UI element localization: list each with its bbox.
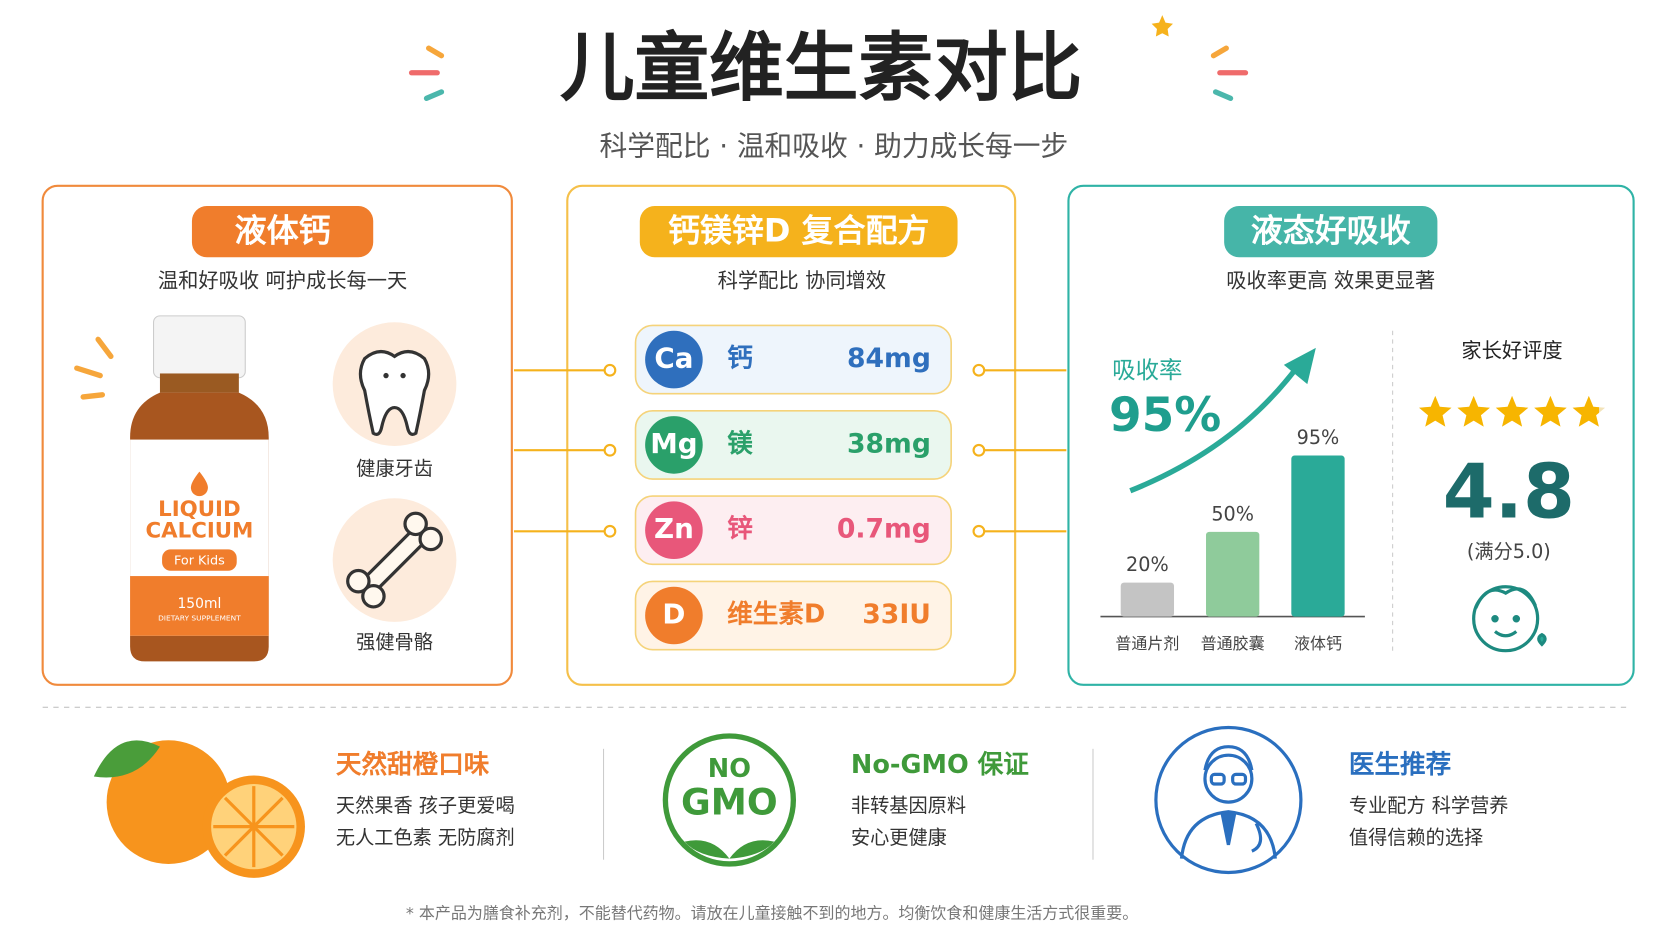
value-label: 20% (1126, 553, 1169, 576)
nutrient-icon (645, 416, 703, 474)
badge (639, 206, 958, 258)
feature-title: 医生推荐 (1349, 750, 1451, 780)
nutrient-amount: 33IU (862, 599, 931, 630)
rating-title: 家长好评度 (1461, 339, 1562, 363)
rate-label: 吸收率 (1112, 356, 1182, 384)
star (1572, 395, 1600, 427)
benefit-label: 强健骨骼 (356, 631, 433, 654)
benefit-label: 健康牙齿 (356, 457, 433, 480)
connectors (513, 363, 1067, 538)
benefit-icons (332, 322, 457, 622)
badge-text: 液态好吸收 (1251, 212, 1411, 250)
feature-line: 天然果香 孩子更爱喝 (336, 794, 515, 817)
x-tick-label: 液体钙 (1294, 634, 1342, 653)
gmo-icon (662, 733, 797, 867)
nutrient-symbol: Zn (654, 512, 694, 545)
doctor-icon (1154, 725, 1303, 875)
nutrient-icon (645, 586, 703, 645)
feature-title: No-GMO 保证 (851, 750, 1029, 780)
x-tick-label: 普通胶囊 (1201, 634, 1265, 653)
star (1495, 395, 1529, 427)
star (1419, 395, 1452, 427)
nutrient-name: 钙 (727, 344, 753, 374)
product-text: LIQUID (158, 497, 241, 522)
badge-text: 钙镁锌D 复合配方 (668, 212, 929, 250)
nutrient-amount: 84mg (847, 343, 931, 374)
caption: 科学配比 协同增效 (718, 268, 886, 292)
x-tick-label: 普通片剂 (1115, 634, 1179, 653)
title: 儿童维生素对比 (560, 24, 1082, 111)
nutrient-row (634, 580, 952, 651)
nutrient-name: 维生素D (727, 599, 825, 630)
value-label: 95% (1297, 426, 1340, 449)
star (1534, 395, 1567, 427)
child-icon (1472, 585, 1547, 653)
feature-line: 值得信赖的选择 (1349, 826, 1483, 849)
footnote: * 本产品为膳食补充剂，不能替代药物。请放在儿童接触不到的地方。均衡饮食和健康生… (406, 904, 1138, 923)
bar (1206, 531, 1260, 617)
panel (41, 184, 513, 686)
product-volume: 150ml (177, 596, 221, 612)
value-label: 50% (1211, 502, 1254, 525)
nutrient-symbol: D (662, 598, 685, 631)
title-decor (408, 15, 1249, 102)
nutrient-icon (645, 501, 703, 560)
nutrient-name: 锌 (727, 514, 753, 544)
nutrient-symbol: Ca (654, 342, 693, 375)
subtitle: 科学配比 · 温和吸收 · 助力成长每一步 (600, 129, 1069, 162)
gmo-text: GMO (681, 780, 778, 823)
nutrient-amount: 0.7mg (837, 514, 931, 545)
nutrient-icon (645, 330, 703, 389)
feature-line: 安心更健康 (851, 826, 947, 849)
nutrient-symbol: Mg (650, 427, 697, 460)
bar (1120, 582, 1175, 617)
orange-icon (93, 740, 305, 878)
feature-title: 天然甜橙口味 (336, 749, 490, 780)
bar (1291, 455, 1345, 617)
nutrient-list: Ca 钙 84mg Mg 镁 38mg Zn 锌 0.7mg D 维生素D 33IU (634, 324, 952, 651)
nutrient-row (634, 495, 952, 566)
bar-chart: 20% 普通片剂 50% 普通胶囊 95% 液体钙 (1100, 426, 1365, 653)
trend-arrow (1129, 347, 1316, 494)
product-note: DIETARY SUPPLEMENT (158, 614, 241, 623)
gmo-text: NO (708, 754, 751, 784)
feature-line: 无人工色素 无防腐剂 (336, 826, 515, 849)
rating-max: (满分5.0) (1467, 540, 1551, 563)
product-text: CALCIUM (145, 518, 253, 543)
nutrient-row (634, 409, 952, 480)
stars (1419, 395, 1606, 427)
caption: 温和好吸收 呵护成长每一天 (158, 268, 407, 292)
bottle (74, 315, 269, 662)
badge (1224, 206, 1438, 258)
nutrient-row (634, 324, 952, 395)
badge (191, 206, 374, 258)
nutrient-amount: 38mg (847, 428, 931, 459)
rate: 95% (1109, 388, 1221, 443)
feature-line: 专业配方 科学营养 (1349, 794, 1509, 817)
badge-text: 液体钙 (235, 212, 331, 250)
feature-line: 非转基因原料 (851, 794, 966, 817)
nutrient-name: 镁 (727, 429, 753, 459)
star (1457, 395, 1490, 427)
rating-score: 4.8 (1443, 449, 1575, 536)
caption: 吸收率更高 效果更显著 (1226, 268, 1435, 292)
product-tag: For Kids (174, 554, 225, 569)
